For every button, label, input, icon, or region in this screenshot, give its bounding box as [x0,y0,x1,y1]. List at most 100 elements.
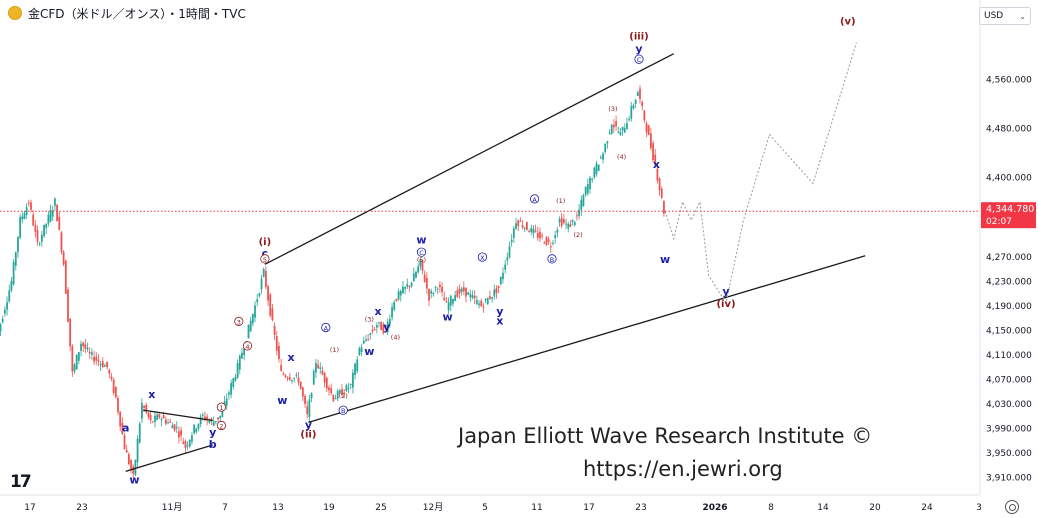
wave-marker [216,420,226,431]
candle-body [558,219,561,223]
candle-body [436,288,439,290]
candle-body [430,290,433,294]
candle-body [375,325,378,328]
candle-body [636,92,639,96]
x-tick-label: 2026 [702,503,727,513]
candle-body [243,348,246,356]
candle-body [573,221,576,226]
candle-body [271,308,274,321]
currency-select[interactable]: USD ⌄ [979,7,1031,25]
x-tick-label: 5 [482,503,488,513]
candle-body [43,224,45,237]
candle-body [441,286,443,292]
candle-body [95,356,98,361]
candle-body [180,430,182,436]
candle-body [112,379,115,393]
wave-marker [529,194,540,204]
candle-body [295,374,298,376]
wave-label: (1) [330,346,339,354]
candle-body [526,222,528,230]
candle-body [515,223,517,229]
candle-body [382,324,385,334]
candle-body [358,348,361,355]
y-tick-label: 4,560.000 [986,75,1032,85]
candle-body [0,324,2,332]
candle-body [341,389,343,396]
y-tick-label: 3,910.000 [986,474,1032,484]
candle-body [214,421,217,423]
candle-body [167,422,169,424]
candle-body [301,387,304,397]
candle-body [162,415,165,419]
x-tick-label: 11 [531,503,542,513]
candle-body [25,207,28,215]
candle-body [556,229,559,233]
wave-label: w [364,345,374,358]
wave-label: 2 [219,423,223,431]
candle-body [138,423,141,443]
candle-body [130,460,132,470]
wave-label: (5) [417,256,426,264]
candle-body [617,131,620,133]
wave-label: w [443,311,453,324]
candle-body [652,143,654,161]
x-tick-label: 24 [921,503,933,513]
candle-body [647,125,650,135]
candle-body [156,414,159,420]
candle-body [206,416,209,420]
candle-body [212,421,215,426]
wave-label: b [209,438,217,451]
wave-label: 5 [263,256,267,264]
candle-body [565,223,567,225]
candle-body [171,425,174,429]
candles [0,84,665,480]
candle-body [658,178,661,191]
candle-body [439,284,441,288]
candle-body [154,415,156,422]
candle-body [27,202,30,204]
settings-icon[interactable] [1005,500,1019,514]
candle-body [10,281,13,291]
candle-body [184,441,187,448]
candle-body [571,219,574,222]
wave-label: 4 [245,343,249,351]
candle-body [373,329,376,331]
candle-body [475,300,478,304]
candle-body [365,339,367,341]
candle-body [278,346,280,360]
candle-body [12,262,15,285]
candle-body [473,295,476,299]
tradingview-logo[interactable]: 17 [10,472,32,492]
wave-label: A [324,325,329,333]
candle-body [380,321,383,331]
candle-body [149,414,152,421]
candle-body [643,110,646,121]
candle-body [402,286,404,294]
candle-body [199,416,202,424]
candle-body [93,357,95,362]
chevron-down-icon: ⌄ [1019,11,1026,21]
candle-body [4,309,6,314]
candle-body [549,246,552,248]
y-tick-label: 3,950.000 [986,449,1032,459]
candle-body [247,324,250,339]
candle-body [449,295,452,306]
symbol-title[interactable]: 金CFD（米ドル／オンス）・1時間・TVC [28,6,246,21]
candle-body [454,295,457,302]
candle-body [615,121,617,127]
candle-body [84,344,87,349]
candle-body [1,318,4,323]
watermark: Japan Elliott Wave Research Institute © … [456,424,872,481]
candle-body [312,370,315,385]
x-tick-label: 17 [583,503,594,513]
x-tick-label: 19 [323,503,335,513]
candle-body [512,228,515,238]
y-tick-label: 4,150.000 [986,327,1032,337]
candle-body [471,295,474,298]
wave-marker [338,405,348,415]
candle-body [393,302,396,310]
candle-body [489,296,491,300]
candle-body [217,417,219,420]
candle-body [613,124,615,128]
